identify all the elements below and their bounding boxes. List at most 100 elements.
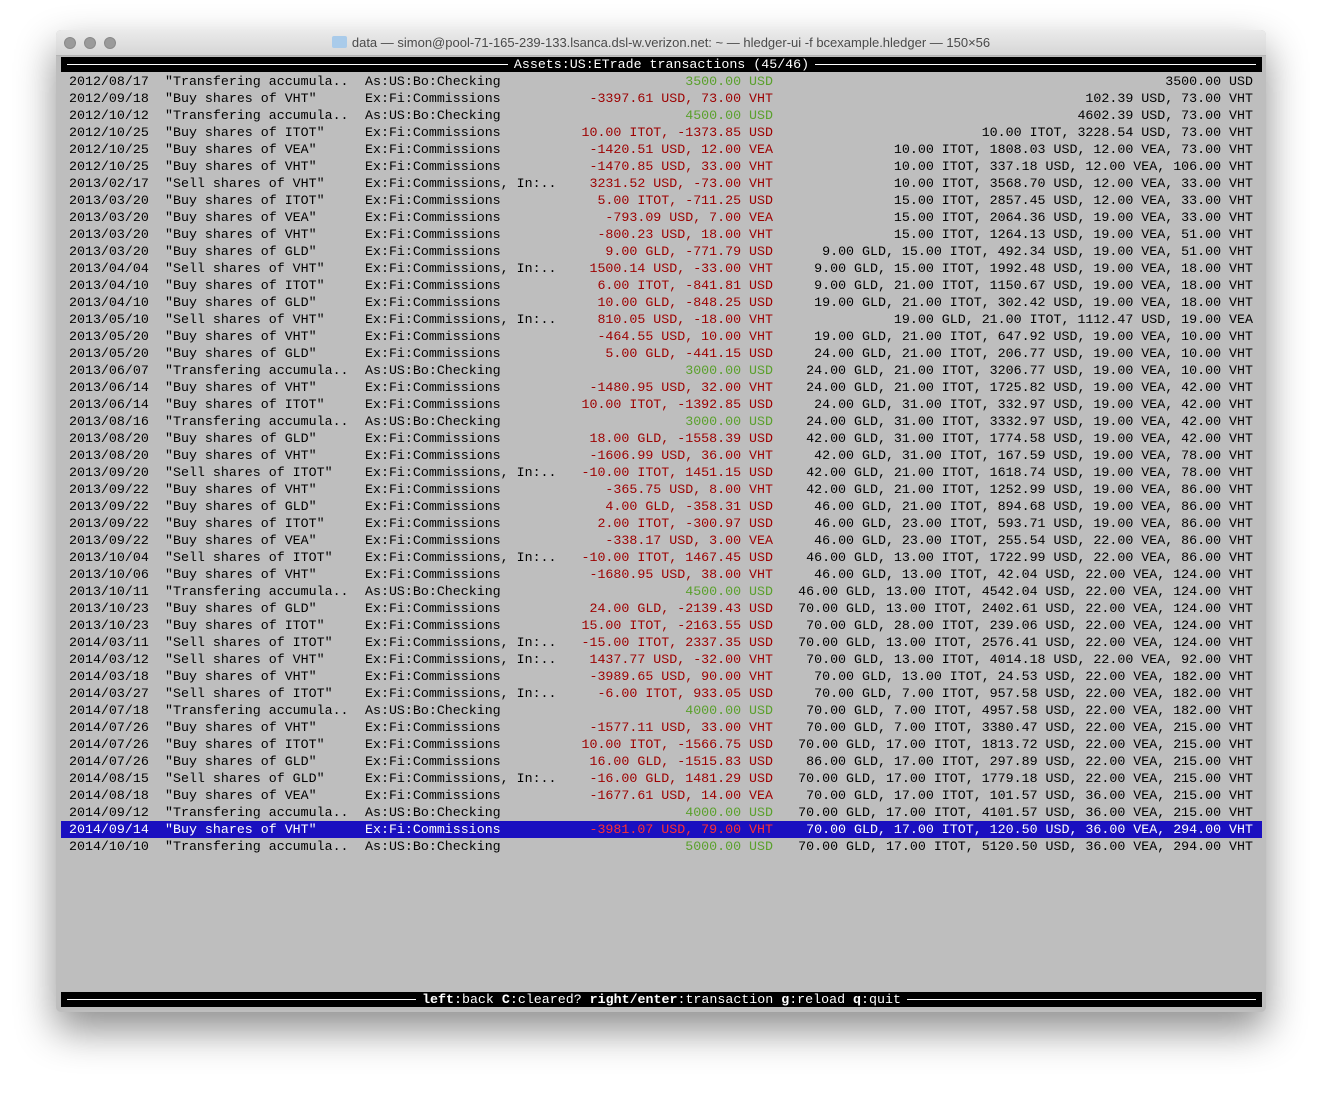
table-row[interactable]: 2014/07/26 "Buy shares of ITOT" Ex:Fi:Comm… <box>61 736 1262 753</box>
table-row[interactable]: 2012/10/25 "Buy shares of VHT" Ex:Fi:Commi… <box>61 158 1262 175</box>
change-amount: -800.23 USD, 18.00 VHT <box>597 227 773 242</box>
table-row[interactable]: 2013/03/20 "Buy shares of VEA" Ex:Fi:Commi… <box>61 209 1262 226</box>
table-row[interactable]: 2014/07/18 "Transfering accumula.. As:US:B… <box>61 702 1262 719</box>
terminal[interactable]: Assets:US:ETrade transactions (45/46) 20… <box>61 56 1262 1010</box>
date: 2014/03/18 <box>69 669 149 684</box>
table-row[interactable]: 2013/10/23 "Buy shares of GLD" Ex:Fi:Commi… <box>61 600 1262 617</box>
other-accounts: Ex:Fi:Commissions <box>365 244 501 259</box>
table-row[interactable]: 2014/03/18 "Buy shares of VHT" Ex:Fi:Commi… <box>61 668 1262 685</box>
table-row[interactable]: 2012/10/12 "Transfering accumula.. As:US:B… <box>61 107 1262 124</box>
description: "Transfering accumula.. <box>165 584 349 599</box>
table-row[interactable]: 2013/04/04 "Sell shares of VHT" Ex:Fi:Comm… <box>61 260 1262 277</box>
table-row[interactable]: 2013/09/22 "Buy shares of ITOT" Ex:Fi:Comm… <box>61 515 1262 532</box>
table-row[interactable]: 2013/06/14 "Buy shares of ITOT" Ex:Fi:Comm… <box>61 396 1262 413</box>
table-row[interactable]: 2014/07/26 "Buy shares of VHT" Ex:Fi:Commi… <box>61 719 1262 736</box>
other-accounts: As:US:Bo:Checking <box>365 108 501 123</box>
table-row[interactable]: 2012/08/17 "Transfering accumula.. As:US:B… <box>61 73 1262 90</box>
balance: 15.00 ITOT, 2857.45 USD, 12.00 VEA, 33.0… <box>893 193 1253 208</box>
date: 2014/03/27 <box>69 686 149 701</box>
zoom-button[interactable] <box>104 37 116 49</box>
close-button[interactable] <box>64 37 76 49</box>
date: 2013/05/20 <box>69 329 149 344</box>
terminal-window: data — simon@pool-71-165-239-133.lsanca.… <box>56 30 1266 1012</box>
description: "Buy shares of VHT" <box>165 822 317 837</box>
table-row[interactable]: 2013/09/20 "Sell shares of ITOT" Ex:Fi:Com… <box>61 464 1262 481</box>
table-row[interactable]: 2013/04/10 "Buy shares of GLD" Ex:Fi:Commi… <box>61 294 1262 311</box>
table-row[interactable]: 2014/09/12 "Transfering accumula.. As:US:B… <box>61 804 1262 821</box>
other-accounts: Ex:Fi:Commissions <box>365 346 501 361</box>
date: 2014/08/15 <box>69 771 149 786</box>
date: 2013/10/23 <box>69 618 149 633</box>
table-row[interactable]: 2013/09/22 "Buy shares of GLD" Ex:Fi:Commi… <box>61 498 1262 515</box>
change-amount: -1420.51 USD, 12.00 VEA <box>589 142 773 157</box>
table-row[interactable]: 2014/03/11 "Sell shares of ITOT" Ex:Fi:Com… <box>61 634 1262 651</box>
transaction-list[interactable]: 2012/08/17 "Transfering accumula.. As:US:B… <box>61 73 1262 855</box>
change-amount: 10.00 ITOT, -1566.75 USD <box>581 737 773 752</box>
table-row[interactable]: 2013/02/17 "Sell shares of VHT" Ex:Fi:Comm… <box>61 175 1262 192</box>
description: "Buy shares of GLD" <box>165 346 317 361</box>
table-row[interactable]: 2013/06/14 "Buy shares of VHT" Ex:Fi:Commi… <box>61 379 1262 396</box>
balance: 4602.39 USD, 73.00 VHT <box>1077 108 1253 123</box>
description: "Buy shares of VEA" <box>165 142 317 157</box>
change-amount: 3500.00 USD <box>685 74 773 89</box>
balance: 15.00 ITOT, 1264.13 USD, 19.00 VEA, 51.0… <box>893 227 1253 242</box>
separator: : <box>677 992 686 1007</box>
table-row[interactable]: 2013/03/20 "Buy shares of GLD" Ex:Fi:Commi… <box>61 243 1262 260</box>
description: "Transfering accumula.. <box>165 839 349 854</box>
date: 2013/08/20 <box>69 431 149 446</box>
key-hint-key: C <box>501 992 510 1007</box>
table-row-selected[interactable]: 2014/09/14 "Buy shares of VHT" Ex:Fi:Commi… <box>61 821 1262 838</box>
table-row[interactable]: 2012/10/25 "Buy shares of ITOT" Ex:Fi:Comm… <box>61 124 1262 141</box>
description: "Sell shares of ITOT" <box>165 550 333 565</box>
table-row[interactable]: 2013/09/22 "Buy shares of VHT" Ex:Fi:Commi… <box>61 481 1262 498</box>
table-row[interactable]: 2012/09/18 "Buy shares of VHT" Ex:Fi:Commi… <box>61 90 1262 107</box>
table-row[interactable]: 2013/08/20 "Buy shares of VHT" Ex:Fi:Commi… <box>61 447 1262 464</box>
table-row[interactable]: 2014/03/12 "Sell shares of VHT" Ex:Fi:Comm… <box>61 651 1262 668</box>
table-row[interactable]: 2013/05/20 "Buy shares of VHT" Ex:Fi:Commi… <box>61 328 1262 345</box>
table-row[interactable]: 2013/05/20 "Buy shares of GLD" Ex:Fi:Commi… <box>61 345 1262 362</box>
balance: 70.00 GLD, 7.00 ITOT, 4957.58 USD, 22.00… <box>806 703 1253 718</box>
table-row[interactable]: 2013/03/20 "Buy shares of VHT" Ex:Fi:Commi… <box>61 226 1262 243</box>
balance: 86.00 GLD, 17.00 ITOT, 297.89 USD, 22.00… <box>806 754 1253 769</box>
table-row[interactable]: 2013/06/07 "Transfering accumula.. As:US:B… <box>61 362 1262 379</box>
description: "Buy shares of VHT" <box>165 380 317 395</box>
balance: 46.00 GLD, 23.00 ITOT, 593.71 USD, 19.00… <box>814 516 1253 531</box>
header-title: Assets:US:ETrade transactions (45/46) <box>514 57 809 72</box>
table-row[interactable]: 2014/08/18 "Buy shares of VEA" Ex:Fi:Commi… <box>61 787 1262 804</box>
other-accounts: Ex:Fi:Commissions <box>365 499 501 514</box>
table-row[interactable]: 2014/08/15 "Sell shares of GLD" Ex:Fi:Comm… <box>61 770 1262 787</box>
table-row[interactable]: 2014/07/26 "Buy shares of GLD" Ex:Fi:Commi… <box>61 753 1262 770</box>
header-suffix: transactions (45/46) <box>641 57 810 72</box>
other-accounts: Ex:Fi:Commissions <box>365 210 501 225</box>
date: 2013/03/20 <box>69 193 149 208</box>
key-hint-key: q <box>853 992 862 1007</box>
table-row[interactable]: 2013/05/10 "Sell shares of VHT" Ex:Fi:Comm… <box>61 311 1262 328</box>
table-row[interactable]: 2013/10/23 "Buy shares of ITOT" Ex:Fi:Comm… <box>61 617 1262 634</box>
table-row[interactable]: 2013/08/16 "Transfering accumula.. As:US:B… <box>61 413 1262 430</box>
date: 2012/10/25 <box>69 159 149 174</box>
table-row[interactable]: 2013/04/10 "Buy shares of ITOT" Ex:Fi:Comm… <box>61 277 1262 294</box>
table-row[interactable]: 2013/08/20 "Buy shares of GLD" Ex:Fi:Commi… <box>61 430 1262 447</box>
table-row[interactable]: 2014/10/10 "Transfering accumula.. As:US:B… <box>61 838 1262 855</box>
table-row[interactable]: 2012/10/25 "Buy shares of VEA" Ex:Fi:Commi… <box>61 141 1262 158</box>
table-row[interactable]: 2014/03/27 "Sell shares of ITOT" Ex:Fi:Com… <box>61 685 1262 702</box>
other-accounts: Ex:Fi:Commissions <box>365 142 501 157</box>
other-accounts: Ex:Fi:Commissions <box>365 431 501 446</box>
balance: 70.00 GLD, 17.00 ITOT, 1779.18 USD, 22.0… <box>798 771 1253 786</box>
description: "Sell shares of VHT" <box>165 261 325 276</box>
minimize-button[interactable] <box>84 37 96 49</box>
table-row[interactable]: 2013/10/04 "Sell shares of ITOT" Ex:Fi:Com… <box>61 549 1262 566</box>
date: 2012/09/18 <box>69 91 149 106</box>
description: "Sell shares of VHT" <box>165 652 325 667</box>
description: "Sell shares of VHT" <box>165 176 325 191</box>
table-row[interactable]: 2013/10/11 "Transfering accumula.. As:US:B… <box>61 583 1262 600</box>
change-amount: 810.05 USD, -18.00 VHT <box>597 312 773 327</box>
change-amount: 18.00 GLD, -1558.39 USD <box>589 431 773 446</box>
table-row[interactable]: 2013/09/22 "Buy shares of VEA" Ex:Fi:Commi… <box>61 532 1262 549</box>
other-accounts: Ex:Fi:Commissions, In:.. <box>365 465 557 480</box>
balance: 42.00 GLD, 31.00 ITOT, 1774.58 USD, 19.0… <box>806 431 1253 446</box>
table-row[interactable]: 2013/10/06 "Buy shares of VHT" Ex:Fi:Commi… <box>61 566 1262 583</box>
table-row[interactable]: 2013/03/20 "Buy shares of ITOT" Ex:Fi:Comm… <box>61 192 1262 209</box>
description: "Buy shares of VHT" <box>165 159 317 174</box>
date: 2013/05/10 <box>69 312 149 327</box>
